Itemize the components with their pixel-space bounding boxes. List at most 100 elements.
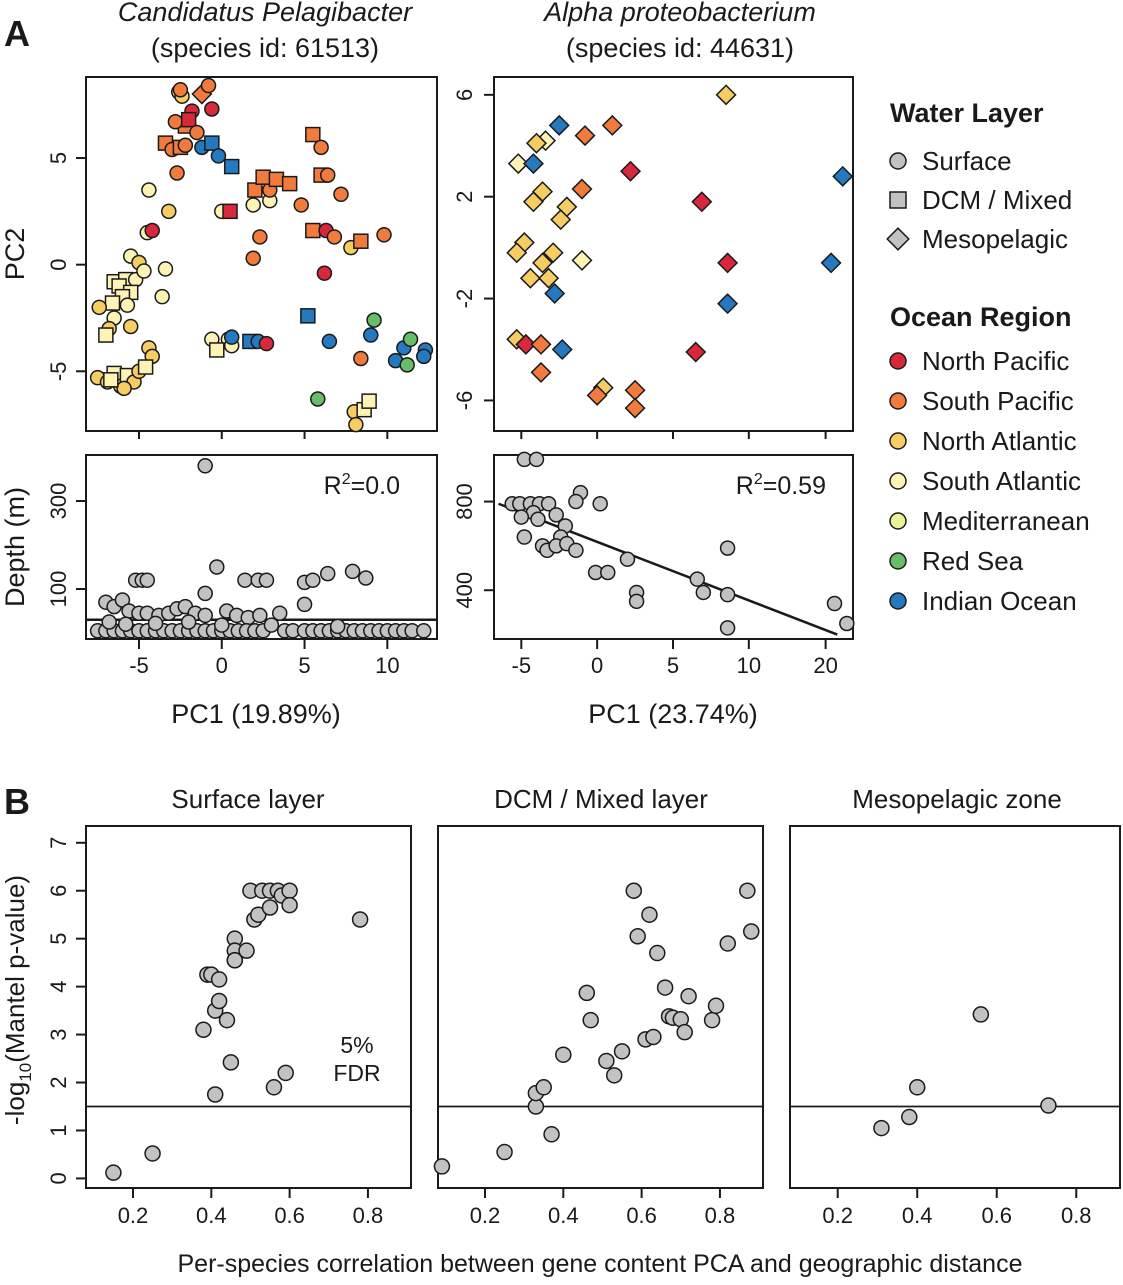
pca-point <box>258 335 275 352</box>
b-ylabel-sub: 10 <box>16 1063 35 1082</box>
depth-point <box>197 607 213 624</box>
pca-point <box>137 359 154 375</box>
mantel-point <box>210 971 228 988</box>
b-fdr-label-2: FDR <box>333 1060 380 1086</box>
y-tick-label: 100 <box>46 571 71 608</box>
x-tick-label: 10 <box>737 653 761 678</box>
b-meso-frame <box>789 825 1121 1189</box>
pca-point <box>154 288 170 305</box>
depth-point <box>197 458 213 474</box>
pca-point <box>300 308 316 324</box>
b-ylabel: -log10(Mantel p-value) <box>0 875 35 1125</box>
mantel-point <box>972 1006 990 1023</box>
mantel-point <box>226 952 244 969</box>
pca-point <box>399 357 415 373</box>
mantel-point <box>680 987 697 1005</box>
pca-point <box>204 101 220 117</box>
mantel-point <box>629 928 646 945</box>
x-tick-label: 0.2 <box>470 1203 501 1228</box>
x-tick-label: 0.4 <box>902 1203 933 1228</box>
r2-base: R <box>736 472 754 500</box>
mantel-point <box>719 935 737 952</box>
depth-point <box>252 607 268 624</box>
legend-label: North Pacific <box>922 346 1069 376</box>
x-tick-label: 0.8 <box>705 1203 736 1228</box>
depth-point <box>528 451 545 468</box>
pca-point <box>141 182 157 198</box>
pca-point <box>525 132 547 154</box>
pca-point <box>204 135 220 151</box>
pca-point <box>507 153 529 175</box>
panel-label-b: B <box>4 781 30 822</box>
pca-point <box>348 416 364 433</box>
mantel-point <box>641 906 658 923</box>
depth-point <box>139 572 156 588</box>
x-tick-label: -5 <box>129 653 149 678</box>
depth-point <box>237 572 253 588</box>
x-tick-label: 0 <box>216 653 228 678</box>
b-dcm-title: DCM / Mixed layer <box>494 784 708 814</box>
mantel-point <box>598 1052 615 1070</box>
pca-point <box>832 165 854 187</box>
legend-label: Red Sea <box>922 546 1024 576</box>
pca-point <box>119 297 136 313</box>
pca-point <box>586 384 608 406</box>
legend-label: Mesopelagic <box>922 224 1068 254</box>
pca-point <box>122 318 139 335</box>
y-tick-label: 5 <box>46 152 71 164</box>
x-tick-label: 5 <box>298 653 310 678</box>
a-left-pca-frame <box>85 76 438 432</box>
depth-point <box>358 570 374 586</box>
depth-point <box>719 540 736 556</box>
y-tick-label: 800 <box>452 483 477 520</box>
pca-point <box>245 197 261 213</box>
pca-point <box>402 331 419 348</box>
pca-point <box>103 372 119 388</box>
depth-point <box>719 620 736 636</box>
pca-point <box>245 250 261 267</box>
a-right-subtitle: (species id: 44631) <box>566 33 794 63</box>
pca-point <box>116 380 132 397</box>
mantel-point <box>582 1011 599 1029</box>
a-left-subtitle: (species id: 61513) <box>151 33 379 63</box>
mantel-point <box>218 1011 236 1029</box>
a-pc2-label: PC2 <box>0 228 30 281</box>
mantel-point <box>555 1046 572 1063</box>
pca-point <box>305 222 321 239</box>
y-tick-label: 5 <box>46 933 71 945</box>
depth-point <box>695 584 712 601</box>
r2-sup: 2 <box>754 471 763 488</box>
legend-swatch-icon <box>889 392 907 410</box>
pca-point <box>161 203 177 220</box>
mantel-point <box>195 1021 212 1039</box>
y-tick-label: 300 <box>46 483 71 520</box>
a-left-depth-frame <box>85 454 438 640</box>
pca-point <box>223 158 240 175</box>
x-tick-label: 0 <box>591 653 603 678</box>
legend: Water Layer Ocean Region Surface DCM / Mi… <box>886 98 1090 616</box>
pca-point <box>571 178 593 200</box>
legend-swatch-icon <box>889 552 907 570</box>
pca-point <box>361 393 377 409</box>
mantel-point <box>707 997 725 1015</box>
x-tick-label: 0.6 <box>981 1203 1012 1228</box>
mantel-point <box>261 899 279 916</box>
pca-point <box>223 329 240 345</box>
y-tick-label: 6 <box>452 89 477 101</box>
mantel-point <box>605 1067 623 1084</box>
depth-point <box>619 551 636 567</box>
pca-point <box>319 167 336 183</box>
b-surface-title: Surface layer <box>171 784 325 814</box>
mantel-point <box>351 911 369 928</box>
regression-line <box>498 502 838 636</box>
depth-point <box>209 559 225 575</box>
pca-point <box>222 203 238 220</box>
legend-swatch-icon <box>889 512 907 530</box>
x-tick-label: -5 <box>512 653 532 678</box>
legend-diamond-icon <box>886 227 910 251</box>
x-tick-label: 0.6 <box>626 1203 657 1228</box>
mantel-point <box>739 882 756 899</box>
y-tick-label: 0 <box>46 259 71 271</box>
mantel-point <box>649 944 666 962</box>
legend-swatch-icon <box>889 592 907 610</box>
